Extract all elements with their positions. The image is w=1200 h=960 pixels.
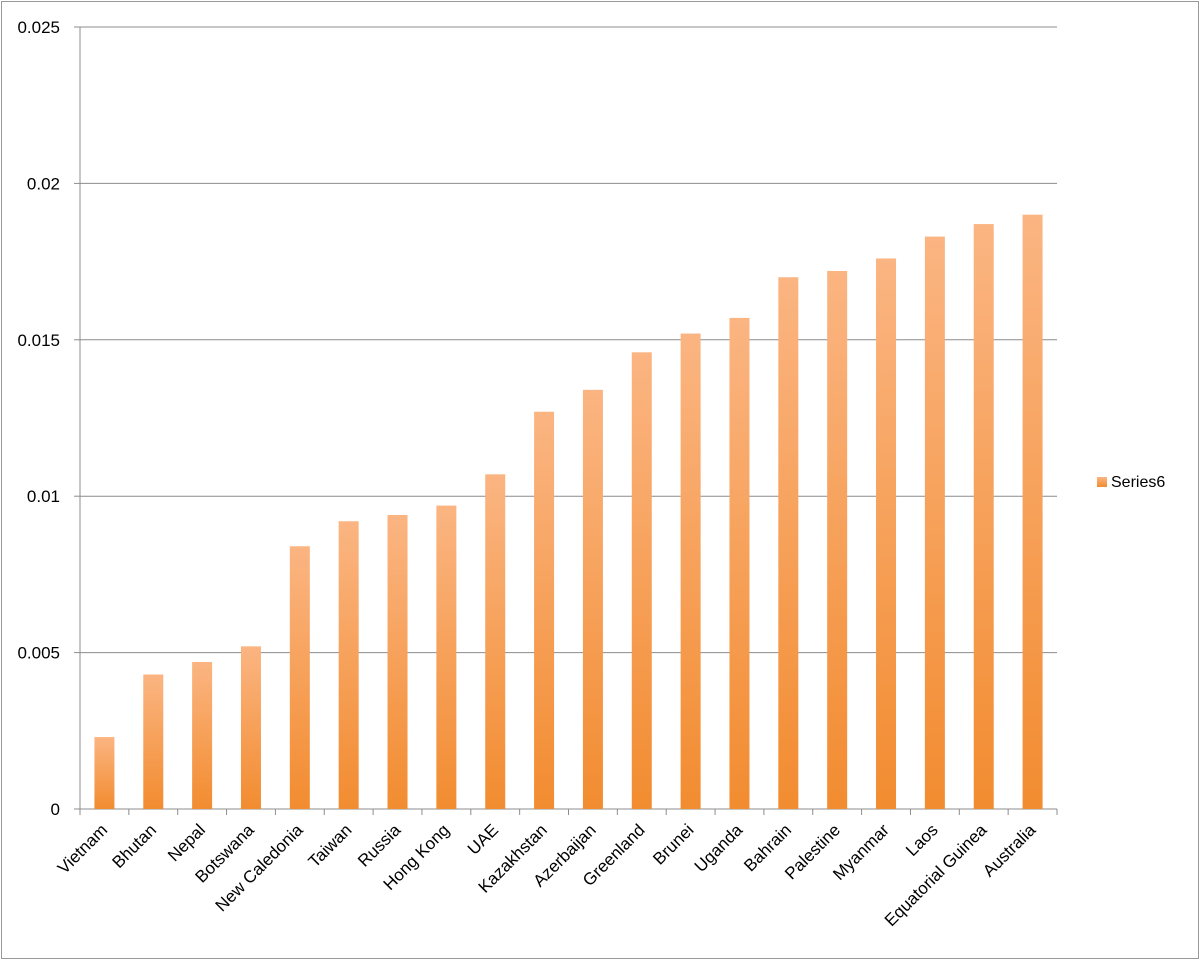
bar-uae [485, 474, 506, 809]
y-tick-label: 0.015 [17, 331, 60, 350]
bar-uganda [729, 317, 750, 809]
y-tick-label: 0.02 [27, 174, 60, 193]
bar-bhutan [143, 674, 164, 809]
legend-swatch [1097, 477, 1107, 487]
y-tick-label: 0.005 [17, 644, 60, 663]
bar-azerbaijan [582, 389, 603, 809]
x-tick-label: Bhutan [109, 820, 161, 872]
bar-vietnam [94, 737, 115, 809]
bar-bahrain [778, 277, 799, 809]
bar-kazakhstan [534, 411, 555, 809]
x-tick-label: Nepal [164, 820, 209, 865]
bar-laos [924, 236, 945, 810]
axes [79, 27, 1058, 815]
legend: Series6 [1097, 474, 1165, 491]
x-tick-label: Taiwan [305, 820, 356, 871]
x-tick-label: Australia [979, 820, 1040, 881]
bar-russia [387, 514, 408, 809]
y-axis-tick-labels: 0 0.005 0.01 0.015 0.02 0.025 [17, 18, 60, 819]
bar-palestine [827, 270, 848, 809]
x-tick-label: Uganda [691, 820, 747, 876]
x-tick-label: Vietnam [54, 820, 111, 877]
y-tick-label: 0.025 [17, 18, 60, 37]
gridlines [74, 26, 1057, 810]
y-tick-label: 0.01 [27, 487, 60, 506]
x-tick-label: UAE [464, 820, 502, 858]
legend-label: Series6 [1111, 474, 1165, 491]
x-tick-label: Brunei [649, 820, 697, 868]
bar-new-caledonia [289, 546, 310, 809]
x-tick-label: New Caledonia [212, 820, 307, 915]
bar-hong-kong [436, 505, 457, 809]
bar-greenland [631, 352, 652, 809]
bar-nepal [192, 661, 213, 809]
bar-equatorial-guinea [973, 224, 994, 810]
bar-brunei [680, 333, 701, 809]
bar-botswana [240, 646, 261, 809]
bar-australia [1022, 214, 1043, 809]
bar-myanmar [876, 258, 897, 809]
y-tick-label: 0 [51, 800, 60, 819]
x-tick-label: Laos [902, 820, 942, 860]
bar-taiwan [338, 521, 359, 809]
bars [94, 214, 1043, 810]
